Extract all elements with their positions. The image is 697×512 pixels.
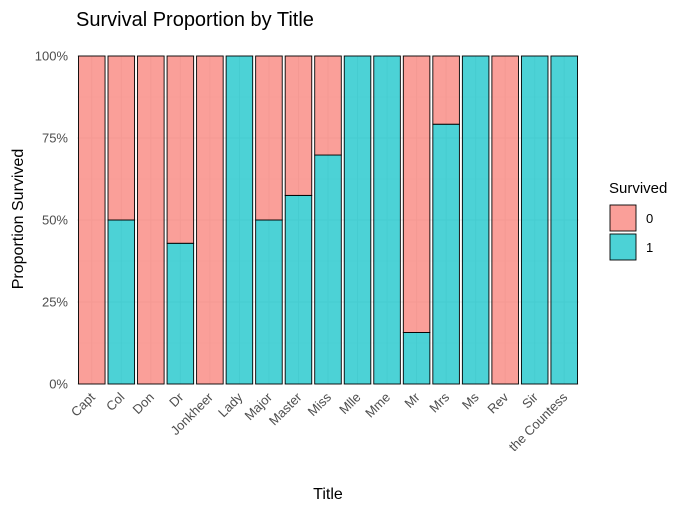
bar-mr-survived-0: [402, 55, 431, 333]
bar-miss-survived-1: [314, 154, 342, 385]
legend-swatch-0: [609, 204, 637, 232]
x-tick-label: Don: [129, 390, 156, 417]
bar-lady-survived-1: [225, 55, 254, 385]
x-tick-label: Miss: [305, 389, 335, 419]
bar-mr-survived-1: [402, 332, 431, 385]
x-tick-label: Mrs: [426, 389, 452, 415]
y-tick-label: 75%: [42, 131, 68, 146]
bar-col-survived-1: [107, 219, 136, 385]
bar-don-survived-0: [137, 55, 165, 385]
bar-mrs-survived-0: [432, 55, 460, 125]
x-tick-label: Capt: [68, 389, 98, 419]
bar-master-survived-1: [284, 194, 313, 385]
x-axis-title: Title: [313, 486, 343, 503]
x-tick-label: Col: [103, 389, 127, 413]
x-tick-label: Master: [266, 389, 305, 428]
bar-mrs-survived-1: [432, 123, 460, 385]
y-tick-label: 100%: [35, 49, 69, 64]
bar-miss-survived-0: [314, 55, 342, 156]
bar-master-survived-0: [284, 55, 313, 196]
bar-ms-survived-1: [461, 55, 490, 385]
bar-col-survived-0: [107, 55, 136, 221]
y-axis-title: Proportion Survived: [10, 149, 27, 290]
bar-capt-survived-0: [78, 55, 106, 385]
legend-label-0: 0: [646, 211, 653, 226]
x-tick-label: Rev: [484, 389, 511, 416]
x-tick-label: Mlle: [336, 390, 363, 417]
bar-dr-survived-1: [166, 242, 195, 385]
x-tick-label: Ms: [459, 389, 482, 412]
y-tick-label: 50%: [42, 213, 68, 228]
bar-mme-survived-1: [373, 55, 401, 385]
x-tick-label: Mr: [401, 389, 423, 411]
x-tick-label: Mme: [362, 390, 393, 421]
bar-mlle-survived-1: [343, 55, 372, 385]
x-tick-label: Sir: [519, 389, 541, 411]
chart-title: Survival Proportion by Title: [76, 9, 314, 31]
bar-sir-survived-1: [520, 55, 549, 385]
bar-rev-survived-0: [491, 55, 519, 385]
legend-title: Survived: [609, 180, 667, 197]
bar-major-survived-0: [255, 55, 283, 221]
y-axis-ticks: 0% 25% 50% 75% 100%: [35, 49, 69, 392]
bar-jonkheer-survived-0: [196, 55, 224, 385]
legend-swatch-1: [609, 233, 637, 261]
bars: [78, 55, 578, 385]
legend: Survived 0 1: [609, 180, 667, 261]
legend-label-1: 1: [646, 240, 653, 255]
bar-dr-survived-0: [166, 55, 195, 244]
x-tick-label: Lady: [215, 389, 246, 420]
y-tick-label: 25%: [42, 295, 68, 310]
bar-the-countess-survived-1: [550, 55, 578, 385]
y-tick-label: 0%: [49, 377, 68, 392]
bar-major-survived-1: [255, 219, 283, 385]
x-tick-label: Dr: [166, 389, 187, 410]
